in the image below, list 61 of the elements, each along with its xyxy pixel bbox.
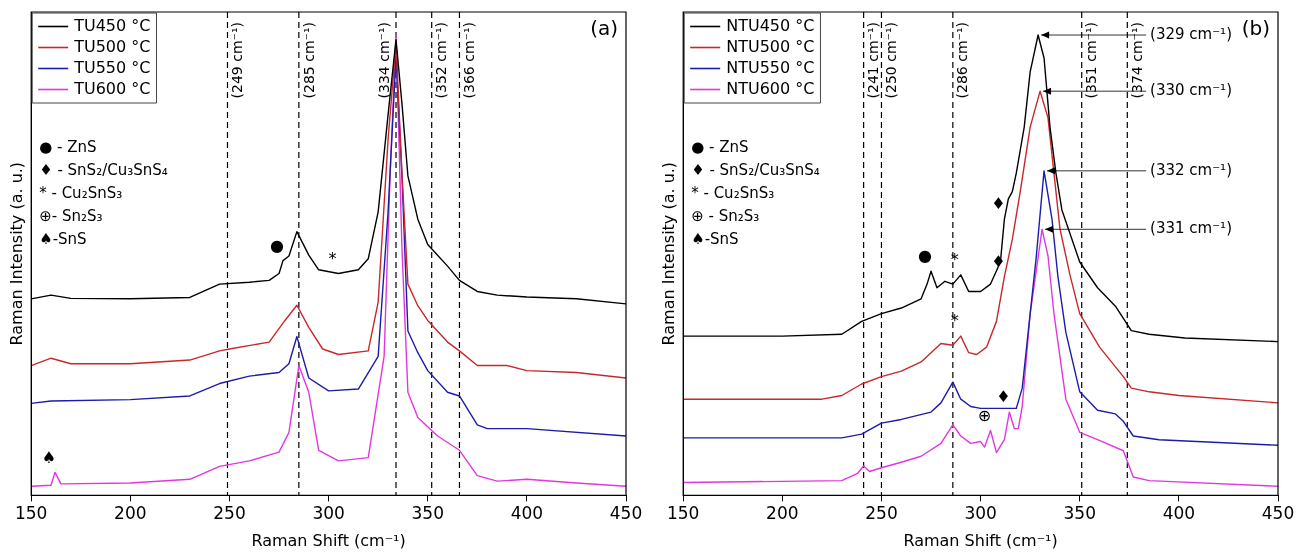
legend-label: NTU600 °C [726,78,815,98]
x-tick-label: 200 [114,503,147,524]
x-tick-label: 400 [1162,503,1196,524]
x-axis-title: Raman Shift (cm⁻¹) [251,530,406,550]
x-tick-label: 450 [1261,503,1295,524]
annotation: (329 cm⁻¹) [1150,24,1232,43]
chart-title: (a) [590,16,618,41]
annotation: ♦ [991,194,1006,214]
ref-line-label: (250 cm⁻¹) [883,22,900,99]
annotation: ● [270,235,285,255]
legend-label: TU550 °C [73,57,151,77]
annotation: ♠-SnS [691,229,739,248]
annotation: (331 cm⁻¹) [1150,219,1232,238]
legend-label: TU450 °C [73,15,151,35]
ref-line-label: (374 cm⁻¹) [1128,22,1145,99]
x-tick-label: 350 [1063,503,1096,524]
legend-label: TU500 °C [73,36,151,56]
x-tick-label: 400 [510,503,544,524]
annotation: ♦ - SnS₂/Cu₃SnS₄ [691,160,820,179]
x-tick-label: 300 [312,503,345,524]
annotation: (330 cm⁻¹) [1150,81,1232,100]
annotation: ♦ - SnS₂/Cu₃SnS₄ [39,160,168,179]
legend-label: NTU500 °C [726,36,815,56]
chart-title: (b) [1241,16,1270,41]
x-axis-title: Raman Shift (cm⁻¹) [903,530,1058,550]
x-tick-label: 150 [14,503,48,524]
ref-line-label: (351 cm⁻¹) [1083,22,1100,99]
annotation: ● [918,246,933,266]
ref-line-label: (366 cm⁻¹) [461,22,478,99]
y-axis-title: Raman Intensity (a. u.) [6,161,26,346]
ref-line-label: (334 cm⁻¹) [375,22,392,99]
ref-line-label: (285 cm⁻¹) [300,22,317,99]
annotation: ⊕ - Sn₂S₃ [691,206,760,225]
annotation: ♦ [996,387,1011,407]
ref-line-label: (352 cm⁻¹) [433,22,450,99]
annotation: ♠ [41,447,57,467]
ref-line-label: (286 cm⁻¹) [954,22,971,99]
annotation: * [950,311,959,331]
ref-line-label: (249 cm⁻¹) [229,22,246,99]
x-tick-label: 450 [609,503,643,524]
x-tick-label: 200 [766,503,799,524]
x-tick-label: 350 [411,503,444,524]
annotation: ⊕- Sn₂S₃ [39,206,103,225]
x-tick-label: 250 [213,503,246,524]
annotation: * - Cu₂SnS₃ [39,183,123,202]
x-tick-label: 150 [666,503,700,524]
x-tick-label: 300 [964,503,997,524]
annotation: * - Cu₂SnS₃ [691,183,775,202]
y-axis-title: Raman Intensity (a. u.) [658,161,678,346]
annotation: ♠-SnS [39,229,87,248]
annotation: ● - ZnS [39,137,97,156]
x-tick-label: 250 [865,503,898,524]
annotation: ● - ZnS [691,137,749,156]
legend-label: NTU450 °C [726,15,815,35]
legend-label: TU600 °C [73,78,151,98]
annotation: * [328,248,337,268]
ref-line-label: (241 cm⁻¹) [865,22,882,99]
annotation: (332 cm⁻¹) [1150,160,1232,179]
annotation: * [950,250,959,270]
legend-label: NTU550 °C [726,57,815,77]
annotation: ⊕ [977,405,992,425]
